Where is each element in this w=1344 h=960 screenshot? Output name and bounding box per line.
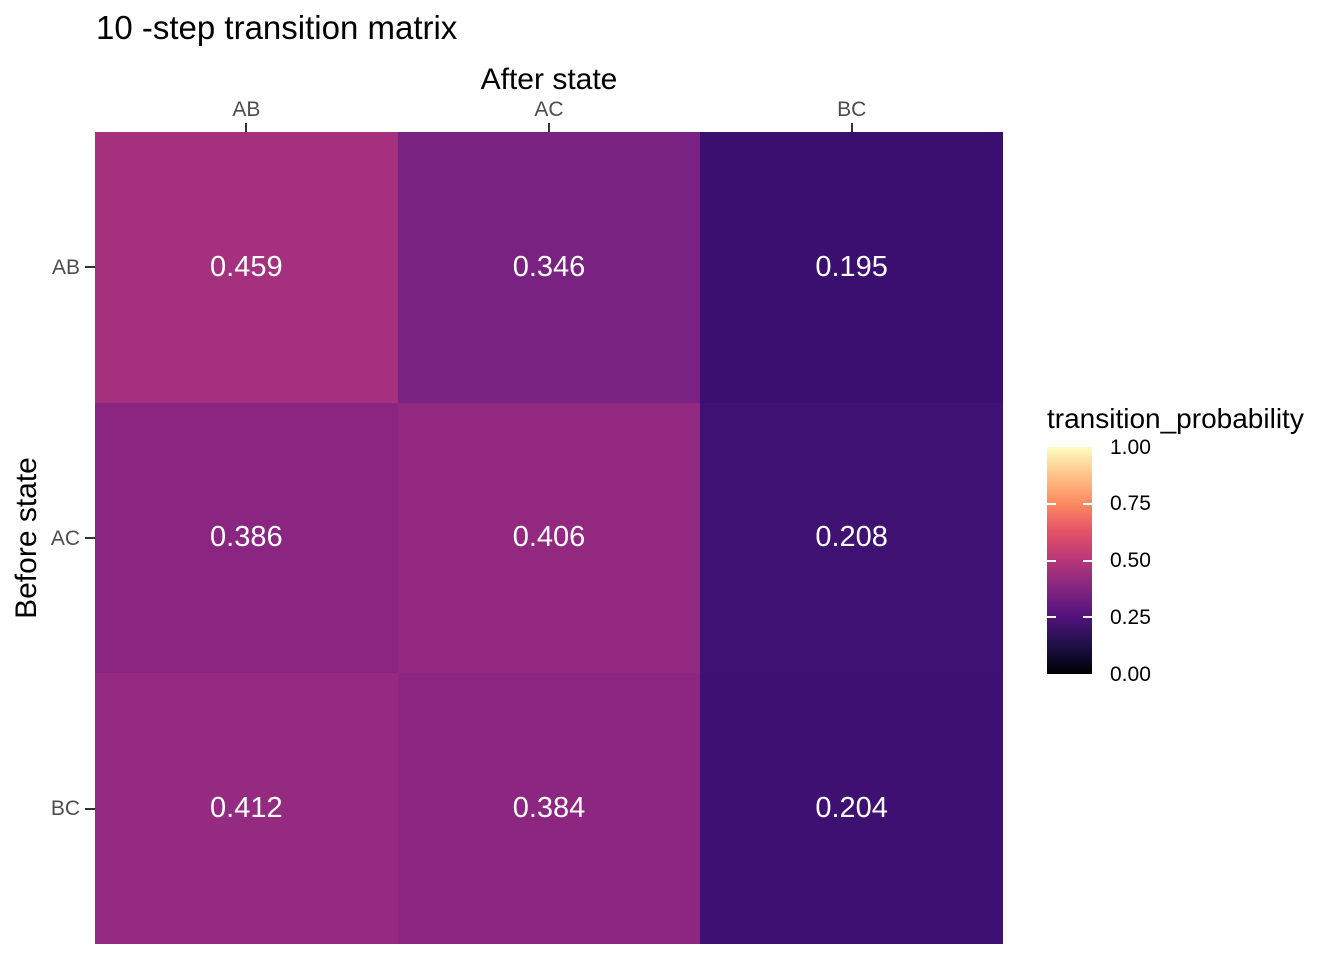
legend-bar-tick	[1083, 616, 1092, 619]
heatmap-cell: 0.384	[397, 673, 701, 944]
chart-title: 10 -step transition matrix	[96, 9, 458, 46]
legend-tick-label: 0.75	[1110, 492, 1151, 516]
heatmap-cell: 0.386	[95, 402, 398, 674]
legend-title: transition_probability	[1047, 403, 1304, 434]
heatmap-cell: 0.412	[95, 673, 398, 944]
legend-colorbar	[1047, 447, 1092, 674]
x-axis-tick	[548, 123, 550, 132]
x-axis-title: After state	[480, 63, 618, 96]
cell-value: 0.459	[210, 250, 283, 283]
legend-tick-label: 0.50	[1110, 549, 1151, 572]
heatmap-cell: 0.346	[397, 132, 701, 403]
heatmap-cell: 0.208	[700, 402, 1003, 674]
heatmap-cell: 0.406	[397, 402, 701, 674]
cell-value: 0.195	[815, 250, 888, 283]
legend-bar-tick	[1047, 559, 1056, 562]
y-axis-label: AB	[51, 255, 80, 279]
heatmap-cell: 0.195	[700, 132, 1003, 403]
cell-value: 0.208	[815, 521, 888, 554]
cell-value: 0.406	[512, 521, 586, 554]
legend-bar-tick	[1047, 502, 1056, 505]
x-axis-label: BC	[837, 98, 867, 121]
x-axis-tick	[850, 123, 853, 132]
cell-value: 0.386	[210, 521, 283, 554]
legend-tick-label: 1.00	[1110, 435, 1151, 459]
cell-value: 0.346	[512, 250, 586, 283]
x-axis-label: AB	[232, 98, 261, 121]
legend-tick-label: 0.00	[1110, 662, 1151, 686]
x-axis-label: AC	[534, 98, 564, 121]
heatmap-cell: 0.459	[95, 132, 398, 403]
y-axis-label: BC	[50, 797, 80, 821]
heatmap-grid: 0.459 0.346 0.195 0.386 0.406 0.208 0.412 0.384…	[95, 132, 1003, 944]
x-axis-tick	[245, 123, 248, 132]
legend-bar-tick	[1083, 559, 1092, 562]
y-axis-tick	[85, 807, 95, 810]
heatmap-cell: 0.204	[700, 673, 1003, 944]
legend-tick-label: 0.25	[1110, 605, 1151, 629]
cell-value: 0.384	[512, 792, 586, 825]
y-axis-tick	[85, 266, 95, 269]
legend-bar-tick	[1083, 502, 1092, 505]
cell-value: 0.204	[815, 792, 888, 825]
legend-bar-tick	[1047, 616, 1056, 619]
y-axis-label: AC	[50, 526, 80, 550]
cell-value: 0.412	[210, 792, 283, 825]
y-axis-tick	[85, 537, 95, 539]
